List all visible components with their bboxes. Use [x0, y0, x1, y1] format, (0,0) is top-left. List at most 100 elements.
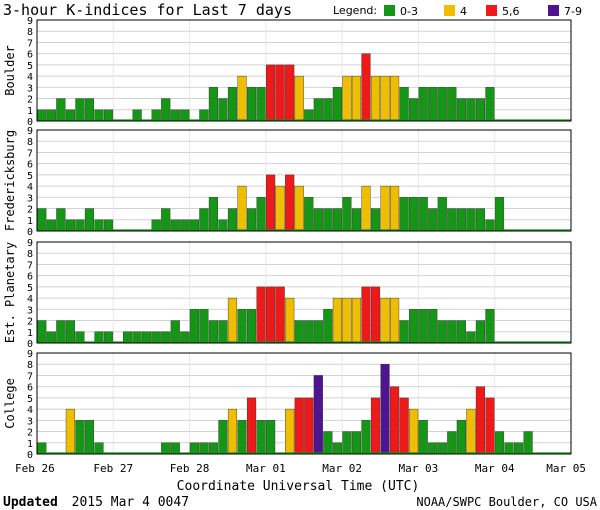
k-bar — [409, 197, 419, 232]
k-bar — [485, 397, 495, 455]
k-bar — [390, 75, 400, 122]
legend-swatch — [548, 5, 559, 16]
y-tick-label: 0 — [27, 450, 33, 461]
k-bar — [342, 197, 352, 232]
k-bar — [409, 98, 419, 122]
k-bar — [418, 197, 428, 232]
legend-label: Legend: — [333, 4, 377, 17]
k-bar — [170, 109, 180, 122]
k-bar — [418, 420, 428, 455]
x-axis-ticks: Feb 26 Feb 27 Feb 28 Mar 01 Mar 02 Mar 03 Mar … — [15, 462, 586, 475]
k-bar — [237, 309, 247, 344]
k-bar — [256, 420, 266, 455]
k-bar — [361, 185, 371, 232]
k-bar — [246, 309, 257, 344]
k-bar — [523, 431, 533, 455]
k-bar — [475, 320, 485, 344]
svg-text:Updated 2015 Mar 4 0047: Updated 2015 Mar 4 0047 — [3, 495, 189, 510]
y-tick-label: 6 — [27, 383, 33, 394]
y-tick-label: 9 — [27, 349, 33, 360]
y-tick-label: 3 — [27, 416, 33, 427]
k-bar — [94, 331, 104, 344]
k-bar — [170, 320, 180, 344]
y-tick-label: 7 — [27, 371, 33, 382]
k-bar — [266, 64, 276, 122]
k-bar — [208, 320, 218, 344]
k-bar — [189, 442, 199, 455]
panel-frame — [36, 129, 572, 232]
k-bar — [151, 109, 161, 122]
k-bar — [485, 309, 495, 344]
y-tick-label: 4 — [27, 294, 33, 305]
legend-swatch — [444, 5, 455, 16]
k-bar — [399, 320, 409, 344]
k-bar — [418, 309, 428, 344]
x-tick-label: Mar 01 — [246, 462, 286, 475]
k-bar — [437, 87, 447, 122]
k-bar — [418, 87, 428, 122]
y-tick-label: 2 — [27, 428, 33, 439]
k-bar — [46, 109, 56, 122]
k-bar — [456, 208, 466, 232]
k-bar — [123, 331, 133, 344]
k-bar — [390, 185, 400, 232]
series-name: Est. Planetary — [3, 242, 17, 343]
panels: 0123456789Boulder0123456789Fredericksbur… — [3, 16, 572, 461]
y-tick-label: 6 — [27, 160, 33, 171]
updated-label: Updated — [3, 495, 58, 510]
k-bar — [94, 442, 104, 455]
k-bar — [161, 442, 171, 455]
k-bar — [485, 219, 495, 232]
k-bar — [294, 185, 304, 232]
updated-value: 2015 Mar 4 0047 — [72, 495, 189, 510]
k-bar — [361, 420, 371, 455]
k-bar — [275, 286, 285, 344]
k-bar — [237, 185, 247, 232]
k-bar — [304, 197, 314, 232]
k-bar — [370, 75, 381, 122]
k-bar — [313, 98, 323, 122]
y-tick-label: 2 — [27, 205, 33, 216]
k-bar — [161, 331, 171, 344]
k-bar — [304, 109, 314, 122]
k-bar — [409, 408, 419, 455]
y-tick-label: 2 — [27, 317, 33, 328]
x-tick-label: Mar 03 — [399, 462, 439, 475]
k-bar — [103, 331, 114, 344]
k-bar — [285, 174, 295, 232]
y-tick-label: 5 — [27, 283, 33, 294]
k-bar — [151, 219, 161, 232]
k-bar — [65, 320, 75, 344]
k-bar — [323, 309, 333, 344]
k-bar — [466, 98, 476, 122]
k-bar — [323, 431, 333, 455]
k-bar — [294, 320, 304, 344]
k-bar — [275, 64, 285, 122]
k-bar — [447, 431, 457, 455]
y-tick-label: 1 — [27, 328, 33, 339]
k-bar — [447, 87, 457, 122]
k-bar — [56, 98, 66, 122]
legend-entry: 7-9 — [564, 5, 582, 18]
legend: Legend: 0-3 4 5,6 7-9 — [333, 4, 582, 18]
legend-swatch — [486, 5, 497, 16]
k-bar — [94, 219, 104, 232]
k-bar — [351, 208, 362, 232]
k-bar — [323, 98, 333, 122]
k-bar — [380, 364, 390, 455]
k-bar — [218, 320, 228, 344]
k-bar — [227, 87, 238, 122]
k-bar — [199, 208, 209, 232]
k-bar — [37, 320, 47, 344]
y-tick-label: 8 — [27, 249, 33, 260]
k-bar — [370, 208, 381, 232]
k-bar — [351, 297, 362, 344]
footer-credit: NOAA/SWPC Boulder, CO USA — [416, 495, 597, 509]
y-tick-label: 0 — [27, 117, 33, 128]
k-bar — [56, 208, 66, 232]
x-tick-label: Mar 04 — [475, 462, 515, 475]
k-bar — [37, 442, 47, 455]
x-tick-label: Mar 05 — [546, 462, 586, 475]
k-bar — [227, 208, 238, 232]
